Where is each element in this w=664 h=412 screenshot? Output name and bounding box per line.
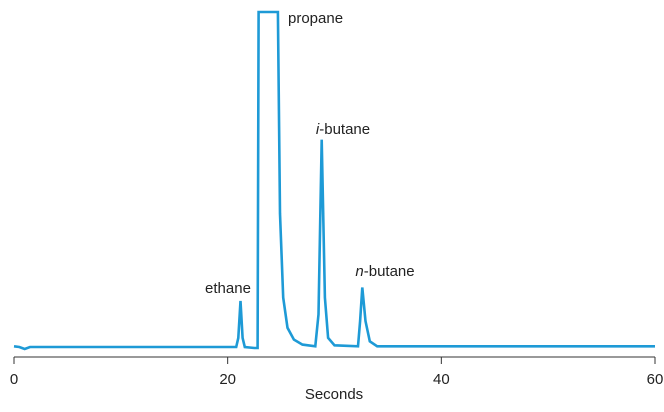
peak-label-part: ethane	[205, 280, 251, 297]
peak-label-part: i	[316, 121, 320, 138]
peak-label: i-butane	[316, 121, 370, 138]
x-tick-label: 0	[10, 371, 18, 388]
x-axis-label: Seconds	[305, 386, 363, 403]
peak-label-part: propane	[288, 10, 343, 27]
x-tick-label: 20	[219, 371, 236, 388]
peak-label-part: -butane	[319, 121, 370, 138]
x-tick-label: 60	[647, 371, 664, 388]
peak-label: propane	[288, 10, 343, 27]
peak-label: n-butane	[355, 263, 414, 280]
peak-label-part: -butane	[364, 263, 415, 280]
x-tick-label: 40	[433, 371, 450, 388]
chromatogram-line	[13, 10, 655, 351]
peak-label: ethane	[205, 280, 251, 297]
peak-label-part: n	[355, 263, 363, 280]
